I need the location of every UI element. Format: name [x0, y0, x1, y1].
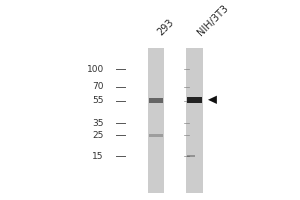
Bar	[148, 48, 164, 193]
Bar	[187, 97, 202, 103]
Text: 55: 55	[92, 96, 104, 105]
Bar	[148, 134, 164, 137]
Text: 25: 25	[93, 131, 104, 140]
Text: 100: 100	[87, 65, 104, 74]
Text: 70: 70	[92, 82, 104, 91]
Text: NIH/3T3: NIH/3T3	[196, 3, 231, 37]
Text: 15: 15	[92, 152, 104, 161]
Bar	[187, 155, 195, 157]
Bar	[148, 98, 164, 103]
Text: 293: 293	[156, 17, 176, 37]
Bar	[186, 48, 203, 193]
Polygon shape	[208, 96, 217, 104]
Text: 35: 35	[92, 119, 104, 128]
